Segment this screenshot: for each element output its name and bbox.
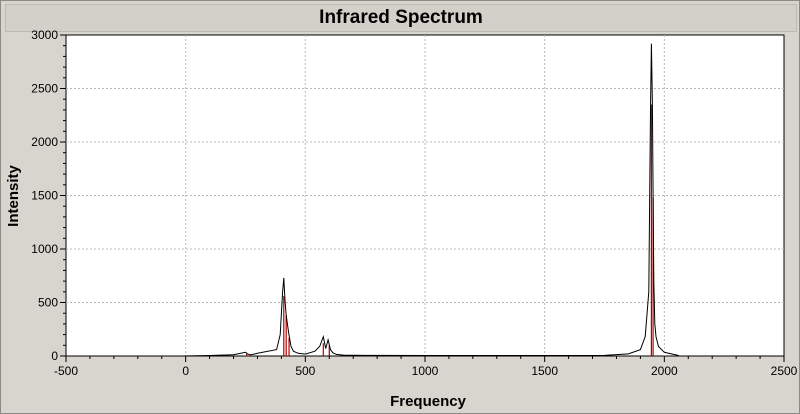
- y-tick-label: 0: [51, 349, 58, 363]
- y-tick-label: 1500: [31, 189, 58, 203]
- x-tick-label: 500: [295, 364, 315, 378]
- y-axis-ticks: 0 500 1000 1500 2000 2500 3000: [31, 28, 66, 363]
- x-tick-label: 0: [182, 364, 189, 378]
- x-tick-label: 1500: [531, 364, 558, 378]
- y-tick-label: 2000: [31, 135, 58, 149]
- y-tick-label: 2500: [31, 82, 58, 96]
- x-tick-label: 2000: [651, 364, 678, 378]
- y-tick-label: 500: [38, 296, 58, 310]
- x-tick-label: 1000: [412, 364, 439, 378]
- stick-spectrum: [246, 104, 654, 356]
- y-tick-label: 1000: [31, 242, 58, 256]
- x-tick-label: -500: [54, 364, 78, 378]
- chart-title-bar: Infrared Spectrum: [5, 4, 797, 32]
- x-tick-label: 2500: [771, 364, 798, 378]
- x-axis-label: Frequency: [390, 393, 467, 410]
- grid-lines: [66, 35, 784, 356]
- x-axis-ticks: -500 0 500 1000 1500 2000 2500: [54, 356, 798, 378]
- chart-title: Infrared Spectrum: [319, 7, 483, 28]
- y-tick-label: 3000: [31, 28, 58, 42]
- spectrum-line: [183, 43, 679, 357]
- y-axis-label: Intensity: [5, 165, 22, 227]
